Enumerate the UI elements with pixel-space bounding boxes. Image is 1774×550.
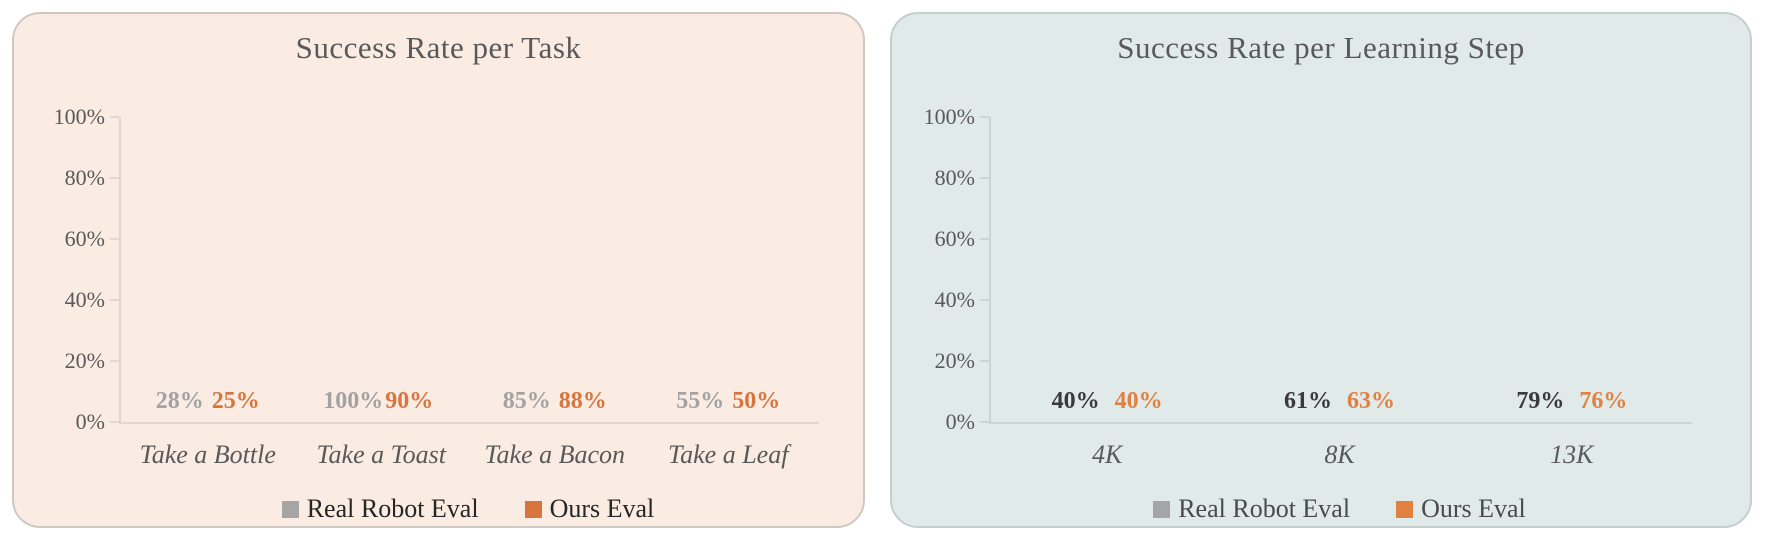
y-tick-label: 60% [64, 226, 105, 251]
x-category-label: 13K [1550, 440, 1594, 469]
y-tick-mark [980, 238, 989, 240]
y-tick-label: 100% [53, 104, 105, 129]
bar-value-label: 79% [1516, 388, 1565, 414]
bar-value-label: 40% [1051, 388, 1100, 414]
x-category-label: Take a Bacon [484, 440, 626, 469]
legend-swatch [1153, 500, 1171, 518]
task-chart-panel: Success Rate per Task 0% 20% 40% 60% 80% 100%… [12, 12, 865, 528]
task-chart-plot: 0% 20% 40% 60% 80% 100% 28% 25% 100% 90% 85% 88% 55%… [54, 104, 819, 523]
y-tick-mark [980, 177, 989, 179]
x-axis-labels: 4K 8K 13K [991, 440, 1688, 470]
learning-step-chart-panel: Success Rate per Learning Step 0% 20% 40% 6… [890, 12, 1752, 528]
y-tick-label: 0% [945, 409, 975, 434]
y-tick-label: 0% [75, 409, 105, 434]
bar-value-label: 40% [1114, 388, 1163, 414]
learning-step-chart-title: Success Rate per Learning Step [1117, 30, 1525, 65]
y-tick-mark [110, 360, 119, 362]
y-tick-mark [980, 116, 989, 118]
y-tick-mark [980, 421, 989, 423]
y-tick-mark [110, 299, 119, 301]
bar-value-label: 100% [323, 388, 384, 414]
y-tick-label: 100% [923, 104, 975, 129]
legend-swatch [281, 500, 299, 518]
legend-label: Ours Eval [549, 494, 655, 523]
y-tick-mark [110, 421, 119, 423]
bar-groups: 28% 25% 100% 90% 85% 88% 55% 50% [121, 117, 815, 422]
legend-label: Real Robot Eval [306, 494, 479, 523]
bar-value-label: 50% [732, 388, 781, 414]
bar-value-label: 85% [502, 388, 551, 414]
y-tick-label: 20% [934, 348, 975, 373]
y-tick-label: 80% [934, 165, 975, 190]
legend-swatch [1396, 500, 1414, 518]
y-tick-mark [110, 238, 119, 240]
bar-groups: 40% 40% 61% 63% 79% 76% [991, 117, 1688, 422]
x-axis-line [119, 422, 819, 424]
chart-legend: Real Robot Eval Ours Eval [991, 494, 1688, 524]
y-tick-label: 40% [64, 287, 105, 312]
y-tick-mark [110, 177, 119, 179]
x-category-label: Take a Toast [316, 440, 447, 469]
y-tick-label: 40% [934, 287, 975, 312]
bar-value-label: 25% [211, 388, 260, 414]
x-category-label: 4K [1091, 440, 1123, 469]
y-tick-label: 60% [934, 226, 975, 251]
learning-step-chart-plot: 0% 20% 40% 60% 80% 100% 40% 40% 61% 63% 79% 76% 4K 8K… [924, 104, 1692, 523]
legend-item-real-robot-eval: Real Robot Eval [281, 494, 479, 524]
y-tick-label: 80% [64, 165, 105, 190]
legend-swatch [524, 500, 542, 518]
x-category-label: 8K [1324, 440, 1355, 469]
x-axis-labels: Take a Bottle Take a Toast Take a Bacon Tak… [121, 440, 815, 470]
task-chart-title: Success Rate per Task [295, 30, 582, 65]
legend-item-ours-eval: Ours Eval [1396, 494, 1526, 524]
bar-value-label: 28% [155, 388, 204, 414]
chart-legend: Real Robot Eval Ours Eval [121, 494, 815, 524]
legend-item-ours-eval: Ours Eval [524, 494, 655, 524]
bar-value-label: 90% [385, 388, 434, 414]
legend-label: Real Robot Eval [1178, 494, 1351, 523]
legend-item-real-robot-eval: Real Robot Eval [1153, 494, 1350, 524]
x-category-label: Take a Leaf [668, 440, 789, 469]
bar-value-label: 55% [676, 388, 725, 414]
x-axis-line [989, 422, 1692, 424]
y-tick-label: 20% [64, 348, 105, 373]
y-tick-mark [980, 360, 989, 362]
bar-value-label: 63% [1346, 388, 1395, 414]
bar-value-label: 88% [558, 388, 607, 414]
y-tick-mark [980, 299, 989, 301]
x-category-label: Take a Bottle [139, 440, 276, 469]
bar-value-label: 76% [1579, 388, 1628, 414]
bar-value-label: 61% [1283, 388, 1332, 414]
y-tick-mark [110, 116, 119, 118]
legend-label: Ours Eval [1421, 494, 1526, 523]
